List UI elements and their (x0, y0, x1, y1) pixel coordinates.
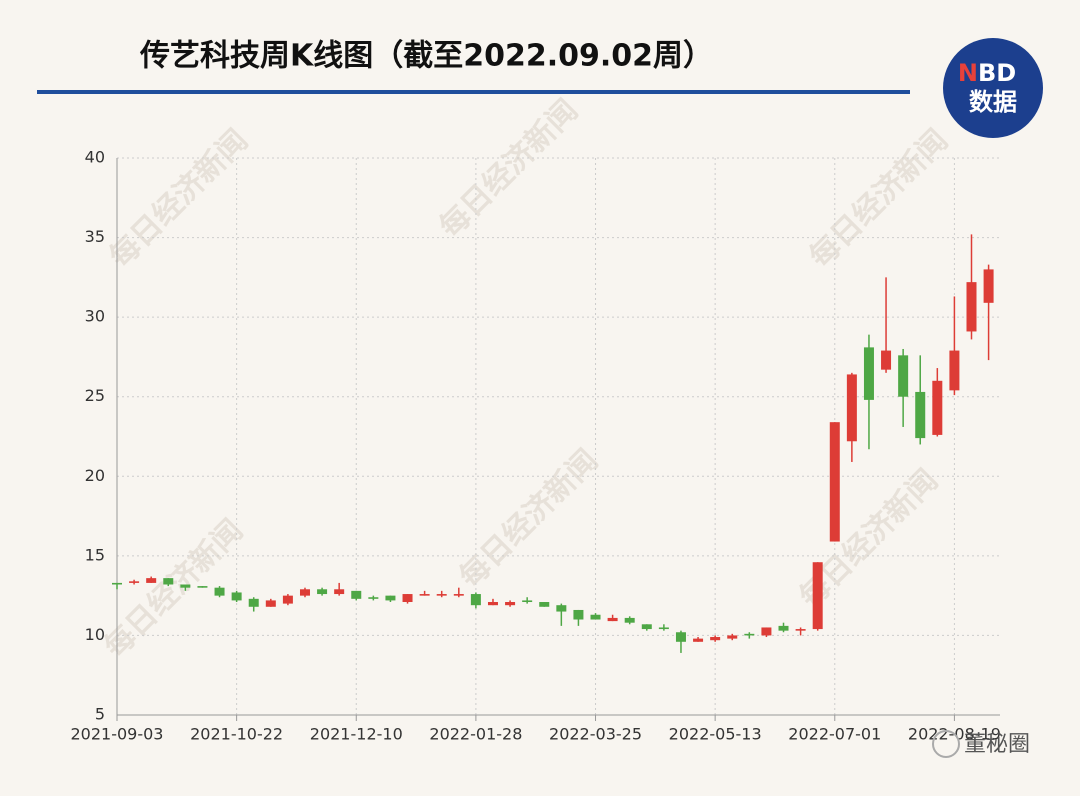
candle-body (299, 589, 310, 596)
candle-body (231, 592, 242, 601)
y-tick-label: 40 (85, 148, 105, 167)
candle-body (556, 605, 567, 612)
logo-subtext: 数据 (969, 88, 1017, 116)
candle-body (881, 350, 892, 370)
candle-body (487, 602, 498, 606)
candle-body (829, 422, 840, 542)
candle-body (402, 594, 413, 603)
candle-body (966, 282, 977, 332)
x-tick-label: 2022-05-13 (669, 725, 762, 744)
candle-body (898, 355, 909, 397)
candle-body (522, 600, 533, 603)
candle-body (539, 602, 550, 607)
candle-body (846, 374, 857, 442)
candle-body (470, 594, 481, 606)
candle-body (744, 633, 755, 636)
candle-body (248, 598, 259, 607)
candle-body (795, 629, 806, 631)
candle-body (385, 595, 396, 601)
y-tick-label: 15 (85, 545, 105, 564)
candle-body (265, 600, 276, 607)
x-tick-label: 2022-01-28 (429, 725, 522, 744)
corner-icon (932, 730, 960, 758)
candle-body (317, 589, 328, 595)
x-tick-label: 2021-09-03 (71, 725, 164, 744)
candle-body (710, 637, 721, 641)
candle-body (590, 614, 601, 620)
candle-body (675, 632, 686, 642)
candle-body (180, 584, 191, 588)
candle-body (607, 617, 618, 622)
candle-body (727, 635, 738, 639)
candle-body (761, 627, 772, 636)
candle-body (624, 617, 635, 623)
corner-mark: 董秘圈 (932, 730, 1030, 758)
y-tick-label: 30 (85, 307, 105, 326)
candle-body (419, 594, 430, 596)
candle-body (146, 578, 157, 583)
candle-body (505, 602, 516, 606)
y-tick-label: 25 (85, 386, 105, 405)
candle-body (812, 562, 823, 630)
candle-body (112, 582, 122, 585)
candle-body (658, 627, 669, 630)
candle-body (983, 269, 994, 303)
candle-body (436, 594, 447, 596)
candle-body (197, 586, 208, 588)
candle-body (863, 347, 874, 400)
logo-text: BD (978, 59, 1016, 87)
x-tick-label: 2021-10-22 (190, 725, 283, 744)
candle-body (368, 597, 379, 599)
x-tick-label: 2022-07-01 (788, 725, 881, 744)
y-tick-label: 10 (85, 625, 105, 644)
candle-body (334, 589, 345, 595)
y-tick-label: 5 (95, 705, 105, 724)
candle-body (573, 609, 584, 620)
candle-body (949, 350, 960, 391)
y-tick-label: 20 (85, 466, 105, 485)
candle-body (778, 625, 789, 631)
corner-text: 董秘圈 (964, 732, 1030, 757)
logo-letter: N (958, 59, 978, 87)
candle-body (214, 587, 225, 596)
candle-body (641, 624, 652, 630)
candle-body (163, 578, 174, 585)
candle-body (453, 594, 464, 596)
candle-body (129, 581, 140, 583)
x-tick-label: 2022-03-25 (549, 725, 642, 744)
candle-body (693, 638, 704, 642)
candle-body (915, 391, 926, 439)
x-tick-label: 2021-12-10 (310, 725, 403, 744)
candle-body (351, 590, 362, 599)
logo (943, 38, 1043, 138)
y-tick-label: 35 (85, 227, 105, 246)
chart-title: 传艺科技周K线图（截至2022.09.02周） (139, 39, 713, 74)
candle-body (932, 380, 943, 435)
candle-body (282, 595, 293, 604)
